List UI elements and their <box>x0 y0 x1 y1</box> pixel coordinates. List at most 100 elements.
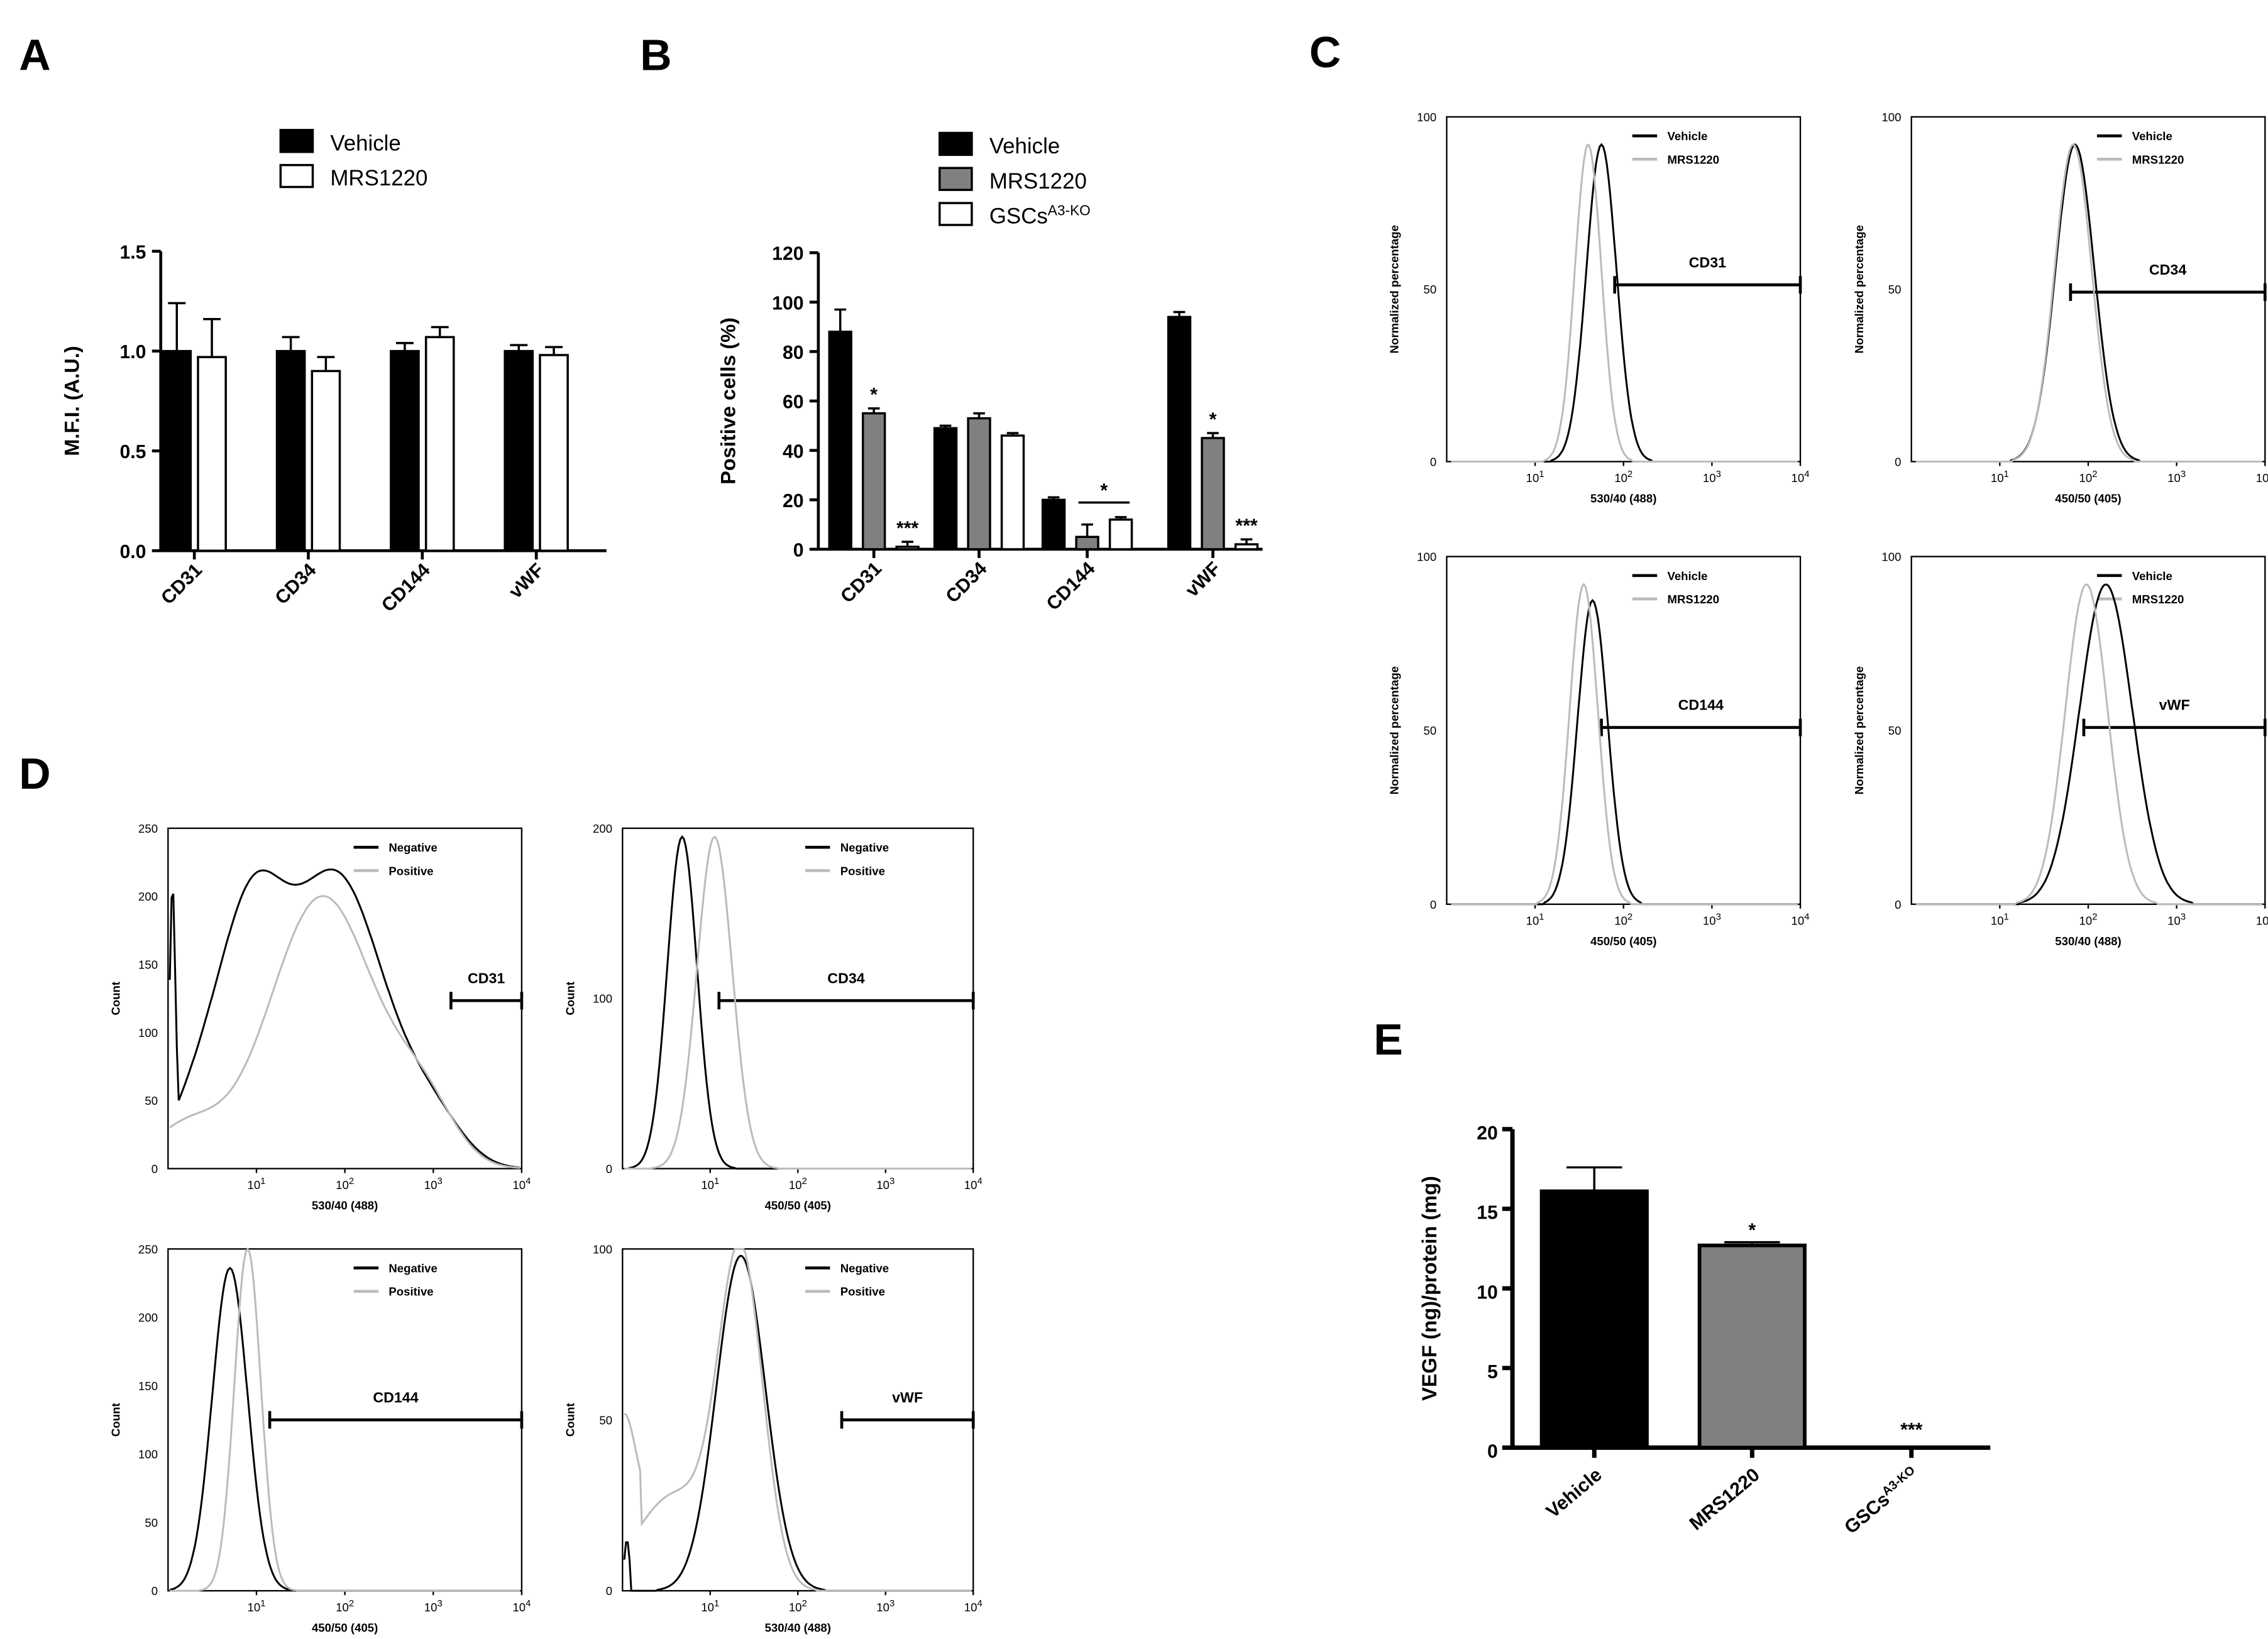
panelC-CD31-xtick-label: 101 <box>1526 469 1544 485</box>
panelD-CD34-ylabel: Count <box>564 982 577 1016</box>
panelD-CD144-ylabel: Count <box>109 1403 123 1437</box>
panelC-vWF-legend-label: Vehicle <box>2132 569 2172 583</box>
panelC-CD144-xtick-label: 104 <box>1792 912 1810 927</box>
panelD-CD34-ytick-label: 0 <box>606 1162 612 1175</box>
panelD-CD34-xtick-label: 103 <box>876 1176 895 1192</box>
panelE-ytick-label: 10 <box>1477 1282 1498 1303</box>
panelC-CD144-gate-label: CD144 <box>1678 697 1724 713</box>
panelD-CD144-xlabel: 450/50 (405) <box>312 1621 378 1634</box>
panelC-CD144-xlabel: 450/50 (405) <box>1590 935 1656 948</box>
panelC-CD31-gate-label: CD31 <box>1689 254 1726 270</box>
panelB-ylabel: Positive cells (%) <box>717 317 739 485</box>
panelD-CD144-ytick-label: 150 <box>138 1379 158 1393</box>
panelC-vWF-ytick-label: 0 <box>1895 898 1901 911</box>
panelE-significance: * <box>1748 1220 1756 1241</box>
panelA-legend-swatch <box>279 129 314 153</box>
panelC-CD34-xtick-label: 104 <box>2256 469 2268 485</box>
panelC-vWF-xlabel: 530/40 (488) <box>2055 935 2121 948</box>
panelB-xtick-label: CD34 <box>942 558 991 607</box>
panelD-CD144-ytick-label: 200 <box>138 1311 158 1324</box>
panelA-xtick-label: CD34 <box>271 559 320 608</box>
panelD-CD31-legend-label: Negative <box>388 841 437 854</box>
panelD-CD144-xtick-label: 101 <box>248 1599 266 1614</box>
panel-label-C: C <box>1309 28 1341 77</box>
panelD-vWF-xtick-label: 104 <box>964 1599 983 1614</box>
panelC-CD144-frame <box>1446 556 1802 905</box>
panelB-bar <box>933 427 958 551</box>
panelB-legend-label: MRS1220 <box>989 169 1087 194</box>
panelA-ytick-label: 1.0 <box>119 342 146 363</box>
panelD-CD31-Positive-curve <box>169 895 520 1169</box>
panelC-CD144-xtick-label: 102 <box>1614 912 1632 927</box>
panelB-xtick-label: vWF <box>1182 558 1225 601</box>
panelD-CD144-legend-label: Positive <box>388 1285 433 1298</box>
panelD-CD144-ytick-label: 250 <box>138 1242 158 1256</box>
panelB-ytick-label: 40 <box>783 441 804 462</box>
panelC-CD144-xtick-label: 103 <box>1703 912 1721 927</box>
panelC-CD31-xlabel: 530/40 (488) <box>1590 492 1656 505</box>
panelC-CD31-MRS1220-curve <box>1451 144 1798 463</box>
panelE-ytick-label: 20 <box>1477 1123 1498 1144</box>
panelC-CD34-xtick-label: 102 <box>2079 469 2098 485</box>
panelD-CD144-Positive-curve <box>170 1247 520 1592</box>
panelC-CD34-xlabel: 450/50 (405) <box>2055 492 2121 505</box>
panelD-CD144-gate-label: CD144 <box>373 1389 418 1405</box>
panelC-vWF-xtick-label: 103 <box>2167 912 2186 927</box>
panelB-bar <box>1167 315 1192 551</box>
panelD-vWF-ylabel: Count <box>564 1403 577 1437</box>
panelD-CD34-xtick-label: 101 <box>701 1176 719 1192</box>
panelB-xtick-label: CD144 <box>1043 558 1099 615</box>
panelB-significance: * <box>1100 480 1108 501</box>
panelC-CD31-Vehicle-curve <box>1451 143 1798 463</box>
panelB-bar <box>1041 498 1066 551</box>
panelD-vWF-ytick-label: 100 <box>593 1242 612 1256</box>
panelD-CD144-ytick-label: 0 <box>151 1584 158 1598</box>
panelA-ytick-label: 1.5 <box>119 242 146 263</box>
panelD-vWF-legend-label: Positive <box>840 1285 885 1298</box>
panelB-bar <box>895 545 920 551</box>
panelC-CD31-ylabel: Normalized percentage <box>1388 225 1401 353</box>
panelD-vWF-ytick-label: 0 <box>606 1584 612 1598</box>
panelA-legend-label: MRS1220 <box>330 166 427 190</box>
panelB-ytick-label: 100 <box>772 293 803 314</box>
panelC-CD31-frame <box>1446 116 1802 463</box>
panelC-vWF-MRS1220-curve <box>1915 583 2263 906</box>
panelB-significance: * <box>1209 410 1217 430</box>
panelD-CD144-ytick-label: 100 <box>138 1448 158 1461</box>
panelE-ytick-label: 0 <box>1487 1442 1498 1462</box>
panelE-bar <box>1539 1189 1649 1450</box>
panelD-vWF-ytick-label: 50 <box>599 1413 612 1427</box>
panelC-CD31-ytick-label: 0 <box>1430 455 1436 468</box>
panelD-CD31-xtick-label: 101 <box>248 1176 266 1192</box>
panelA-bar <box>539 354 569 552</box>
panelD-CD31-Negative-curve <box>168 868 520 1169</box>
panelC-CD144-legend-label: Vehicle <box>1667 569 1707 583</box>
panelD-CD34-ytick-label: 100 <box>593 992 612 1006</box>
panelC-vWF-xtick-label: 104 <box>2256 912 2268 927</box>
panelC-CD34-MRS1220-curve <box>1915 143 2263 463</box>
panelC-CD34-ytick-label: 50 <box>1888 283 1902 296</box>
panelC-CD34-Vehicle-curve <box>1915 143 2263 463</box>
panelB-ytick-label: 0 <box>793 540 804 561</box>
panelB-legend-swatch <box>939 202 973 226</box>
panelD-vWF-xtick-label: 101 <box>701 1599 719 1614</box>
panelC-CD34-ytick-label: 100 <box>1881 111 1901 124</box>
panelA-bar <box>311 370 341 552</box>
panelC-CD144-xtick-label: 101 <box>1526 912 1544 927</box>
panelB-ytick-label: 80 <box>783 343 804 363</box>
panelC-CD31-xtick-label: 102 <box>1614 469 1632 485</box>
panelD-CD144-xtick-label: 104 <box>512 1599 531 1614</box>
panelC-CD34-xtick-label: 101 <box>1991 469 2009 485</box>
panelD-CD34-xlabel: 450/50 (405) <box>765 1199 831 1212</box>
panelD-CD31-ytick-label: 50 <box>145 1094 158 1107</box>
panelA-ytick-label: 0.5 <box>119 442 146 463</box>
panel-label-D: D <box>19 749 50 798</box>
panelC-vWF-ytick-label: 100 <box>1881 551 1901 564</box>
panel-label-A: A <box>19 31 50 80</box>
panelD-CD144-ytick-label: 50 <box>145 1516 158 1529</box>
panelD-CD34-xtick-label: 104 <box>964 1176 983 1192</box>
panelC-CD31-legend-label: Vehicle <box>1667 129 1707 143</box>
panelD-CD34-ytick-label: 200 <box>593 822 612 835</box>
